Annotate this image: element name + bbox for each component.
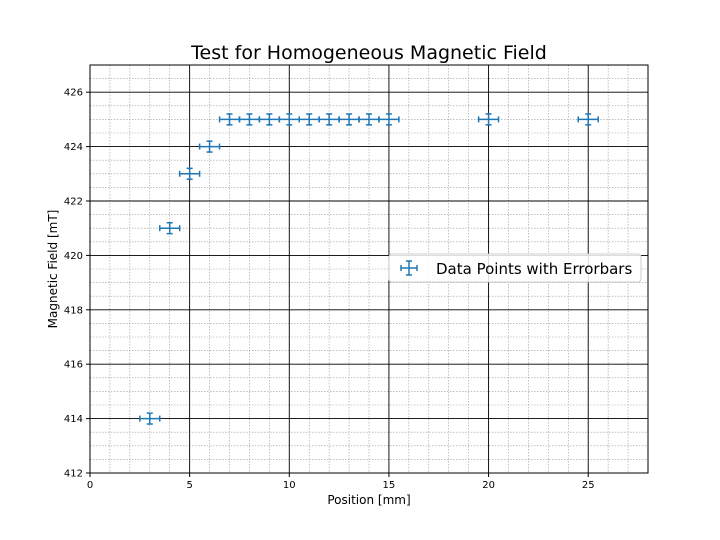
y-tick-label: 426 <box>64 88 83 99</box>
data-point-errorbar <box>318 113 340 126</box>
data-point-errorbar <box>139 412 161 425</box>
x-tick-label: 5 <box>186 480 192 491</box>
y-tick-label: 424 <box>64 142 83 153</box>
x-tick-label: 25 <box>582 480 595 491</box>
data-point-errorbar <box>238 113 261 126</box>
y-tick-label: 422 <box>64 197 83 208</box>
y-tick-label: 420 <box>64 251 83 262</box>
x-axis-label: Position [mm] <box>327 493 410 507</box>
legend-box <box>388 253 642 283</box>
data-point-errorbar <box>378 113 400 126</box>
y-tick-label: 418 <box>64 305 83 316</box>
data-point-errorbar <box>178 167 201 180</box>
chart-title: Test for Homogeneous Magnetic Field <box>190 42 547 64</box>
data-point-errorbar <box>159 222 181 235</box>
x-tick-label: 15 <box>383 480 396 491</box>
y-axis-label: Magnetic Field [mT] <box>46 210 60 329</box>
x-tick-label: 10 <box>283 480 296 491</box>
data-point-errorbar <box>278 113 300 126</box>
data-points <box>139 113 599 425</box>
legend-errorbar-marker <box>400 260 418 276</box>
x-tick-label: 0 <box>87 480 93 491</box>
data-point-errorbar <box>298 113 320 126</box>
y-axis-ticks: 412 414 416 418 420 422 424 426 <box>64 88 90 480</box>
legend: Data Points with Errorbars <box>388 253 642 283</box>
y-tick-label: 414 <box>64 414 83 425</box>
y-tick-label: 416 <box>64 360 83 371</box>
y-tick-label: 412 <box>64 469 83 480</box>
data-point-errorbar <box>258 113 281 126</box>
data-point-errorbar <box>477 113 500 126</box>
legend-series-label: Data Points with Errorbars <box>436 260 632 278</box>
data-point-errorbar <box>577 113 599 126</box>
data-point-errorbar <box>338 113 360 126</box>
data-point-errorbar <box>198 140 221 153</box>
plot-frame <box>89 64 649 474</box>
legend-errorbar-glyph <box>400 260 418 276</box>
data-point-errorbar <box>358 113 380 126</box>
data-point-errorbar <box>218 113 241 126</box>
x-tick-label: 20 <box>482 480 495 491</box>
x-axis-ticks: 0 5 10 15 20 25 <box>87 473 595 491</box>
